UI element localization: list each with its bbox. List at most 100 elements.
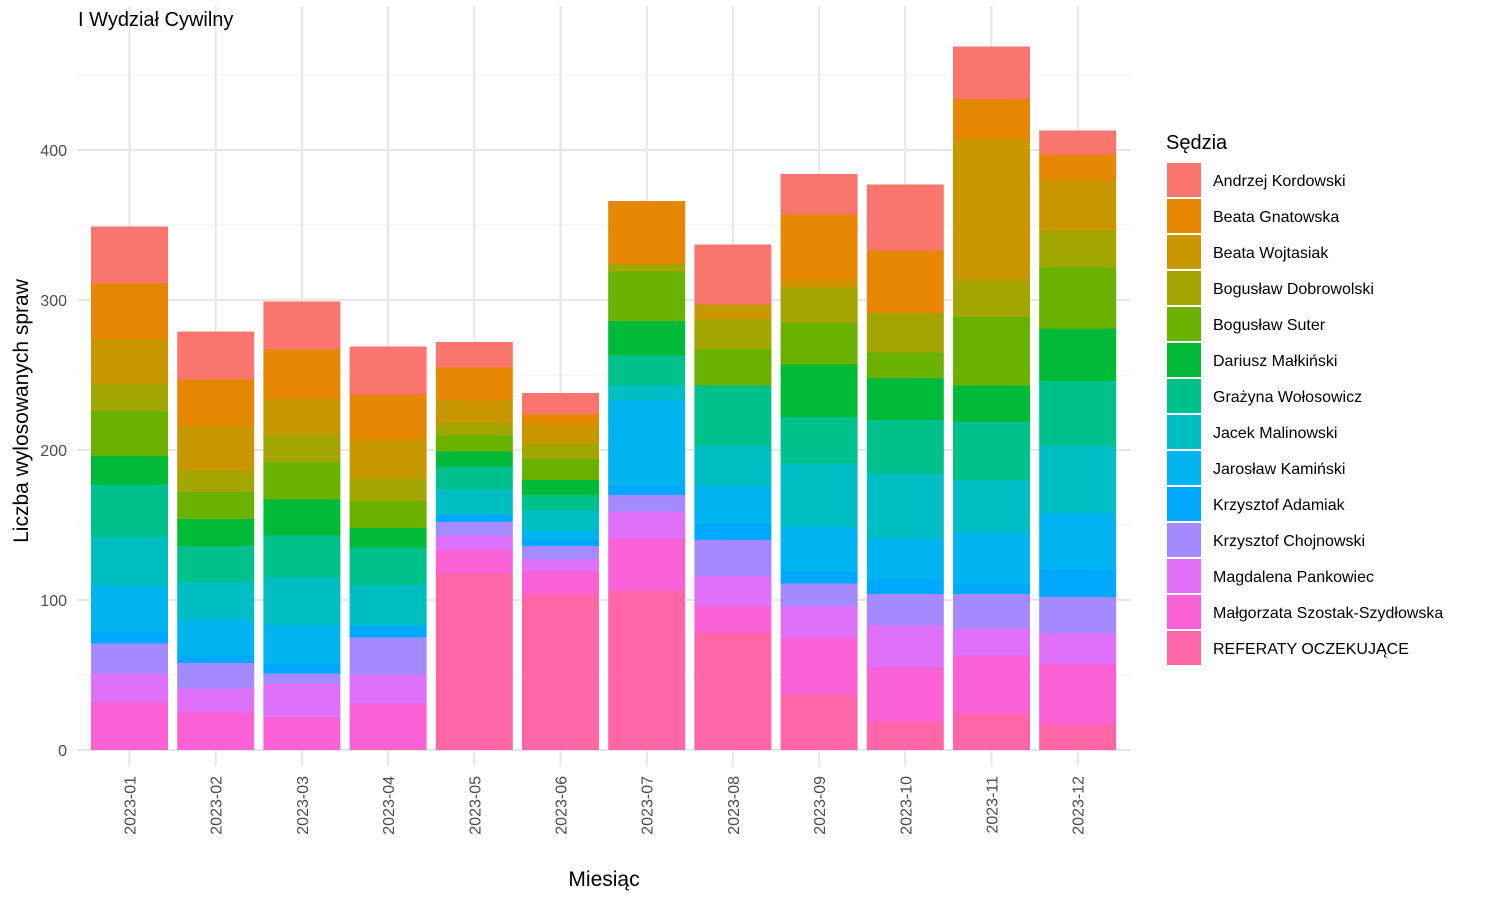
bar-segment <box>435 435 513 452</box>
bar-segment <box>1039 267 1117 329</box>
bar-segment <box>608 321 686 356</box>
bar-segment <box>522 459 599 480</box>
bar-segment <box>608 385 686 401</box>
bar-segment <box>91 484 168 537</box>
bar-segment <box>1039 513 1117 570</box>
bar-segment <box>694 385 772 446</box>
legend-swatch <box>1167 343 1201 377</box>
bar-segment <box>435 451 513 467</box>
x-tick-label: 2023-11 <box>985 776 1002 834</box>
bar-segment <box>522 559 599 572</box>
legend-label: Jarosław Kamiński <box>1213 461 1345 478</box>
bar-segment <box>349 748 427 750</box>
legend-label: Dariusz Małkiński <box>1213 353 1337 370</box>
chart-title: I Wydział Cywilny <box>78 9 233 31</box>
bar-segment <box>1039 154 1117 180</box>
y-tick-label: 300 <box>40 293 67 310</box>
legend-swatch <box>1167 415 1201 449</box>
x-tick-label: 2023-02 <box>209 776 226 835</box>
bar-segment <box>1039 570 1117 597</box>
legend-swatch <box>1167 451 1201 485</box>
bar-segment <box>694 523 772 540</box>
x-tick-label: 2023-04 <box>381 776 398 835</box>
bar-segment <box>1039 231 1117 267</box>
bar-segment <box>608 538 686 591</box>
bar-segment <box>522 546 599 560</box>
legend-title: Sędzia <box>1166 132 1228 154</box>
bar-segment <box>953 480 1030 533</box>
bar-segment <box>866 538 944 579</box>
x-tick-label: 2023-07 <box>640 776 657 835</box>
bar-segment <box>780 606 858 638</box>
bar-segment <box>349 625 427 638</box>
bar-segment <box>349 528 427 548</box>
bar-segment <box>522 571 599 594</box>
bar-segment <box>953 714 1030 750</box>
x-tick-label: 2023-03 <box>295 776 312 835</box>
bar-segment <box>263 664 341 674</box>
bar-segment <box>177 712 255 750</box>
legend-label: Magdalena Pankowiec <box>1213 569 1374 586</box>
legend-swatch <box>1167 307 1201 341</box>
bar-segment <box>263 499 341 536</box>
bar-segment <box>91 384 168 411</box>
bar-segment <box>177 331 255 380</box>
x-tick-label: 2023-09 <box>812 776 829 835</box>
bar-segment <box>1039 445 1117 513</box>
bar-segment <box>91 411 168 456</box>
bar-segment <box>780 637 858 695</box>
bar-segment <box>435 514 513 522</box>
bar-segment <box>349 585 427 626</box>
bar-segment <box>953 421 1030 480</box>
bar-segment <box>608 591 686 750</box>
bar-segment <box>177 379 255 426</box>
x-tick-label: 2023-01 <box>123 776 140 835</box>
legend-swatch <box>1167 235 1201 269</box>
bars-layer <box>91 46 1117 750</box>
legend-swatch <box>1167 487 1201 521</box>
bar-segment <box>522 444 599 459</box>
bar-segment <box>608 511 686 539</box>
legend-swatch <box>1167 523 1201 557</box>
bar-segment <box>349 346 427 395</box>
bar-segment <box>953 585 1030 594</box>
bar-segment <box>866 184 944 251</box>
bar-segment <box>953 532 1030 585</box>
bar-segment <box>91 537 168 587</box>
bar-segment <box>866 250 944 314</box>
x-tick-label: 2023-05 <box>467 776 484 835</box>
bar-segment <box>435 400 513 423</box>
legend-swatch <box>1167 271 1201 305</box>
y-tick-label: 400 <box>40 143 67 160</box>
bar-segment <box>780 364 858 417</box>
bar-segment <box>1039 130 1117 155</box>
bar-segment <box>953 594 1030 629</box>
bar-segment <box>953 385 1030 422</box>
bar-segment <box>780 417 858 464</box>
bar-segment <box>263 399 341 435</box>
bar-segment <box>177 426 255 471</box>
bar-segment <box>177 655 255 663</box>
bar-segment <box>177 492 255 519</box>
bar-segment <box>780 694 858 750</box>
bar-segment <box>694 633 772 750</box>
y-tick-label: 200 <box>40 443 67 460</box>
bar-segment <box>953 99 1030 140</box>
bar-segment <box>953 316 1030 386</box>
legend-label: Małgorzata Szostak-Szydłowska <box>1213 605 1443 622</box>
y-axis-title: Liczba wylosowanych spraw <box>10 278 33 543</box>
bar-segment <box>780 583 858 606</box>
bar-segment <box>349 675 427 704</box>
bar-segment <box>349 703 427 749</box>
bar-segment <box>694 319 772 350</box>
x-axis-title: Miesiąc <box>568 868 639 891</box>
legend-label: Bogusław Dobrowolski <box>1213 281 1374 298</box>
legend-label: Grażyna Wołosowicz <box>1213 389 1362 406</box>
bar-segment <box>263 625 341 665</box>
bar-segment <box>177 619 255 656</box>
bar-segment <box>263 717 341 750</box>
bar-segment <box>866 313 944 353</box>
bar-segment <box>522 393 599 414</box>
